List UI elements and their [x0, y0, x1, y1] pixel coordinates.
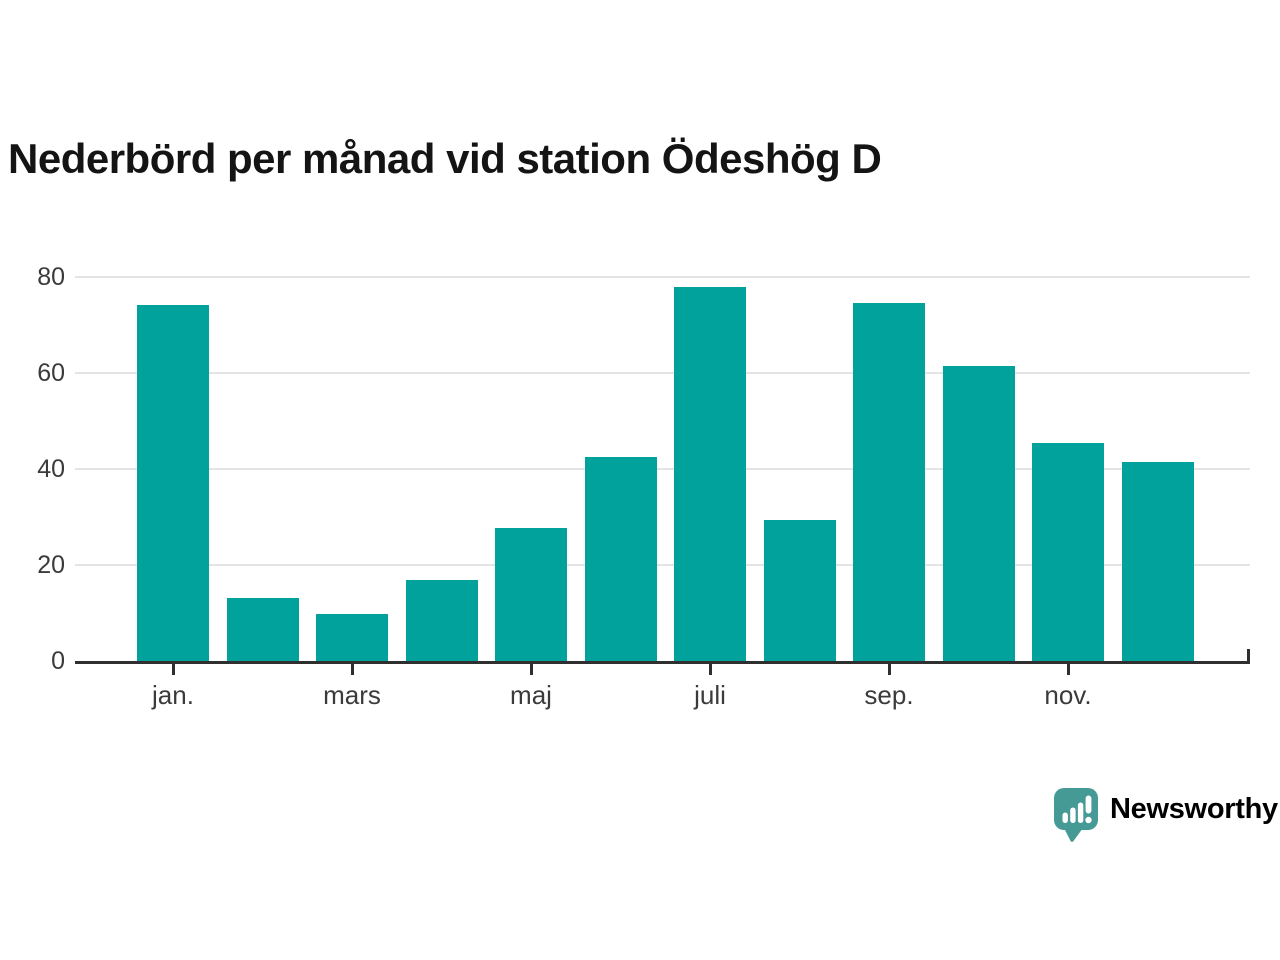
x-axis-label-juli: juli — [694, 680, 726, 710]
gridline-60 — [75, 372, 1250, 374]
x-axis-label-maj: maj — [510, 680, 552, 710]
x-axis-tick-juli — [708, 664, 712, 675]
gridline-80 — [75, 276, 1250, 278]
bar-dec. — [1121, 461, 1194, 661]
x-axis-line — [75, 661, 1250, 664]
bar-apr. — [405, 579, 478, 661]
bar-okt. — [942, 365, 1015, 661]
x-axis-label-jan: jan. — [152, 680, 194, 710]
bar-feb. — [226, 597, 299, 661]
y-axis-label-80: 80 — [37, 263, 65, 291]
x-axis-label-sep: sep. — [864, 680, 914, 710]
x-axis-tick-nov — [1066, 664, 1070, 675]
gridline-20 — [75, 564, 1250, 566]
x-axis-label-nov: nov. — [1044, 680, 1092, 710]
x-axis-tick-maj — [529, 664, 533, 675]
bar-jan. — [137, 304, 209, 661]
y-axis-label-0: 0 — [51, 647, 65, 675]
bar-chart-speech-bubble-icon — [1054, 788, 1098, 842]
bar-aug. — [763, 520, 836, 661]
y-axis-label-40: 40 — [37, 455, 65, 483]
bar-mars — [316, 614, 388, 661]
bar-juli — [674, 286, 746, 661]
x-axis-tick-jan — [171, 664, 175, 675]
newsworthy-logo: Newsworthy — [1053, 787, 1278, 843]
x-axis-end-cap — [1247, 649, 1250, 661]
chart-title: Nederbörd per månad vid station Ödeshög … — [8, 135, 882, 182]
bar-nov. — [1032, 442, 1104, 661]
x-axis-tick-mars — [350, 664, 354, 675]
gridline-40 — [75, 468, 1250, 470]
y-axis-label-60: 60 — [37, 359, 65, 387]
bar-sep. — [853, 302, 925, 661]
y-axis-label-20: 20 — [37, 551, 65, 579]
logo-text: Newsworthy — [1110, 793, 1278, 825]
x-axis-label-mars: mars — [323, 680, 381, 710]
x-axis-tick-sep — [887, 664, 891, 675]
bar-maj — [495, 528, 567, 661]
bar-juni — [584, 457, 657, 661]
